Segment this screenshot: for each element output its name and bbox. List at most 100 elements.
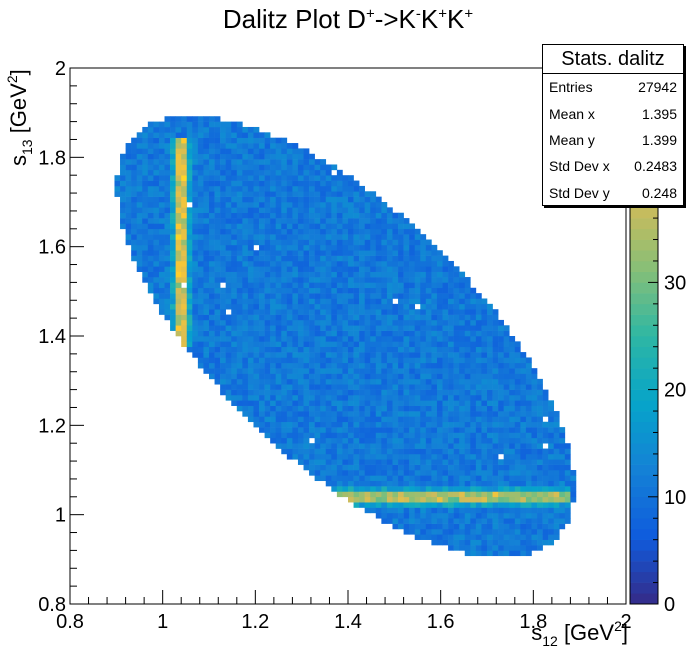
heatmap-cell [147, 175, 154, 181]
heatmap-cell [297, 427, 304, 433]
heatmap-cell [409, 325, 416, 331]
heatmap-cell [242, 384, 249, 390]
heatmap-cell [309, 153, 315, 160]
heatmap-cell [225, 330, 232, 337]
heatmap-cell [203, 239, 210, 246]
heatmap-cell [297, 169, 304, 176]
heatmap-cell [436, 411, 443, 417]
heatmap-cell [292, 448, 299, 455]
heatmap-cell [353, 196, 360, 203]
heatmap-cell [487, 341, 493, 348]
heatmap-cell [297, 368, 304, 374]
heatmap-cell [475, 357, 482, 364]
heatmap-cell [342, 191, 349, 197]
heatmap-cell [142, 164, 149, 171]
heatmap-cell [503, 518, 510, 524]
heatmap-cell [181, 277, 188, 283]
heatmap-cell [303, 185, 310, 192]
heatmap-cell [225, 234, 232, 240]
heatmap-cell [414, 502, 421, 508]
heatmap-cell [364, 266, 371, 272]
heatmap-cell [192, 239, 199, 246]
heatmap-cell [186, 196, 193, 203]
heatmap-cell [364, 255, 371, 262]
heatmap-cell [153, 228, 160, 235]
heatmap-cell [353, 411, 360, 417]
heatmap-cell [398, 228, 404, 235]
heatmap-cell [464, 303, 471, 310]
heatmap-cell [303, 260, 310, 267]
heatmap-cell [186, 223, 193, 230]
heatmap-cell [275, 234, 282, 240]
heatmap-cell [153, 260, 160, 267]
heatmap-cell [270, 159, 277, 165]
heatmap-cell [242, 405, 249, 412]
heatmap-cell [270, 437, 277, 444]
heatmap-cell [286, 416, 293, 423]
heatmap-cell [186, 341, 193, 348]
heatmap-cell [381, 293, 388, 299]
heatmap-cell [364, 341, 371, 348]
heatmap-cell [403, 384, 410, 390]
heatmap-cell [292, 309, 299, 315]
heatmap-cell [136, 143, 143, 149]
heatmap-cell [436, 486, 443, 492]
heatmap-cell [331, 303, 338, 310]
heatmap-cell [436, 271, 443, 278]
heatmap-cell [270, 319, 277, 326]
heatmap-cell [342, 185, 349, 192]
heatmap-cell [253, 191, 260, 197]
heatmap-cell [370, 303, 377, 310]
heatmap-cell [398, 287, 404, 294]
heatmap-cell [175, 121, 182, 128]
heatmap-cell [425, 362, 432, 369]
heatmap-cell [297, 164, 304, 171]
heatmap-cell [236, 303, 243, 310]
heatmap-cell [325, 448, 332, 455]
heatmap-cell [420, 368, 427, 374]
heatmap-cell [325, 470, 332, 476]
heatmap-cell [553, 512, 560, 519]
heatmap-cell [320, 319, 327, 326]
heatmap-cell [392, 287, 399, 294]
heatmap-cell [286, 443, 293, 449]
heatmap-cell [286, 421, 293, 428]
heatmap-cell [320, 196, 327, 203]
heatmap-cell [503, 346, 510, 353]
heatmap-cell [420, 260, 427, 267]
heatmap-cell [442, 459, 449, 465]
heatmap-cell [520, 539, 527, 546]
heatmap-cell [342, 244, 349, 251]
heatmap-cell [353, 400, 360, 406]
heatmap-cell [264, 132, 271, 138]
heatmap-cell [292, 432, 299, 439]
heatmap-cell [570, 491, 577, 498]
heatmap-cell [492, 464, 499, 471]
heatmap-cell [448, 373, 454, 380]
heatmap-cell [392, 507, 399, 514]
heatmap-cell [375, 212, 382, 219]
heatmap-cell [275, 325, 282, 331]
heatmap-cell [564, 459, 571, 465]
heatmap-cell [431, 314, 438, 321]
heatmap-cell [336, 464, 343, 471]
heatmap-cell [492, 384, 499, 390]
heatmap-cell [420, 314, 427, 321]
heatmap-cell [348, 314, 354, 321]
heatmap-cell [325, 459, 332, 465]
heatmap-cell [531, 539, 538, 546]
heatmap-cell [142, 202, 149, 208]
heatmap-cell [370, 212, 377, 219]
heatmap-cell [492, 475, 499, 482]
heatmap-cell [259, 143, 265, 149]
heatmap-cell [264, 282, 271, 289]
heatmap-cell [503, 373, 510, 380]
heatmap-cell [214, 169, 221, 176]
heatmap-cell [481, 453, 488, 460]
heatmap-cell [175, 175, 182, 181]
heatmap-cell [281, 202, 288, 208]
heatmap-cell [453, 298, 460, 305]
heatmap-cell [281, 384, 288, 390]
heatmap-cell [464, 394, 471, 401]
heatmap-cell [247, 159, 254, 165]
